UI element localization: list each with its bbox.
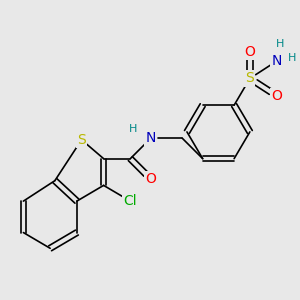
Text: Cl: Cl (124, 194, 137, 208)
Text: H: H (288, 53, 296, 63)
Text: O: O (145, 172, 156, 186)
Text: N: N (146, 131, 156, 145)
Text: S: S (245, 71, 254, 85)
Text: O: O (271, 89, 282, 103)
Text: N: N (272, 54, 282, 68)
Text: H: H (129, 124, 138, 134)
Text: H: H (276, 39, 284, 49)
Text: O: O (244, 45, 255, 59)
Text: S: S (77, 133, 86, 147)
